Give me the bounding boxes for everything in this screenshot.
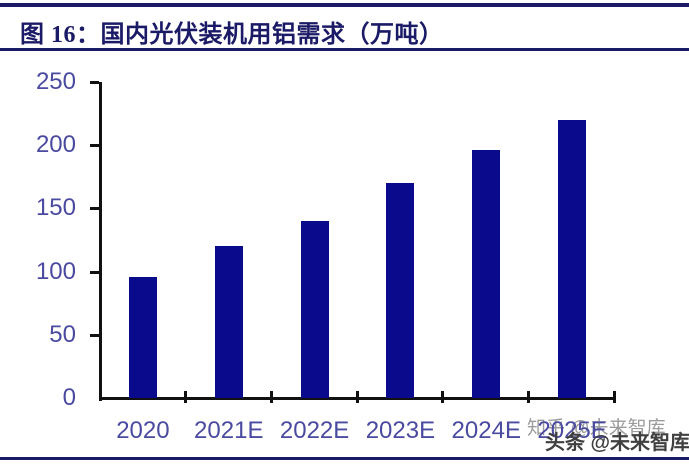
- bottom-border-line: [0, 457, 689, 460]
- x-axis-label: 2021E: [194, 417, 264, 444]
- x-axis-tick: [527, 391, 531, 403]
- y-axis-label: 50: [49, 320, 76, 348]
- title-underline: [0, 48, 689, 51]
- top-border-line: [0, 3, 689, 7]
- x-axis-tick: [613, 391, 616, 403]
- x-axis-tick: [355, 391, 359, 403]
- y-axis-line: [99, 82, 102, 401]
- y-axis-tick: [90, 270, 99, 274]
- y-axis-label: 0: [62, 384, 76, 411]
- y-axis-label: 250: [35, 68, 76, 95]
- x-axis-label: 2023E: [365, 417, 436, 444]
- x-axis-label: 2022E: [279, 417, 350, 444]
- y-axis-label: 100: [35, 257, 76, 285]
- x-axis-tick: [441, 391, 445, 403]
- bar: [300, 221, 329, 398]
- watermark-zhihu: 知乎 @未来智库: [527, 418, 666, 439]
- x-axis-label: 2020: [116, 417, 170, 444]
- x-axis-label: 2024E: [451, 417, 521, 444]
- bar: [214, 246, 243, 398]
- bar: [386, 183, 415, 398]
- bar: [558, 119, 587, 398]
- y-axis-label: 200: [35, 131, 76, 159]
- y-axis-tick: [90, 144, 99, 148]
- x-axis-label: 2025E: [537, 417, 607, 444]
- bar: [472, 150, 501, 398]
- watermark-toutiao: 头条 @未来智库: [545, 432, 689, 454]
- x-axis-tick: [269, 391, 273, 403]
- y-axis-label: 150: [35, 194, 76, 222]
- y-axis-tick: [90, 81, 99, 84]
- y-axis-tick: [90, 207, 99, 211]
- figure-title: 图 16：国内光伏装机用铝需求（万吨）: [20, 22, 444, 48]
- x-axis-tick: [183, 391, 187, 403]
- bar: [128, 276, 157, 398]
- y-axis-tick: [90, 333, 99, 337]
